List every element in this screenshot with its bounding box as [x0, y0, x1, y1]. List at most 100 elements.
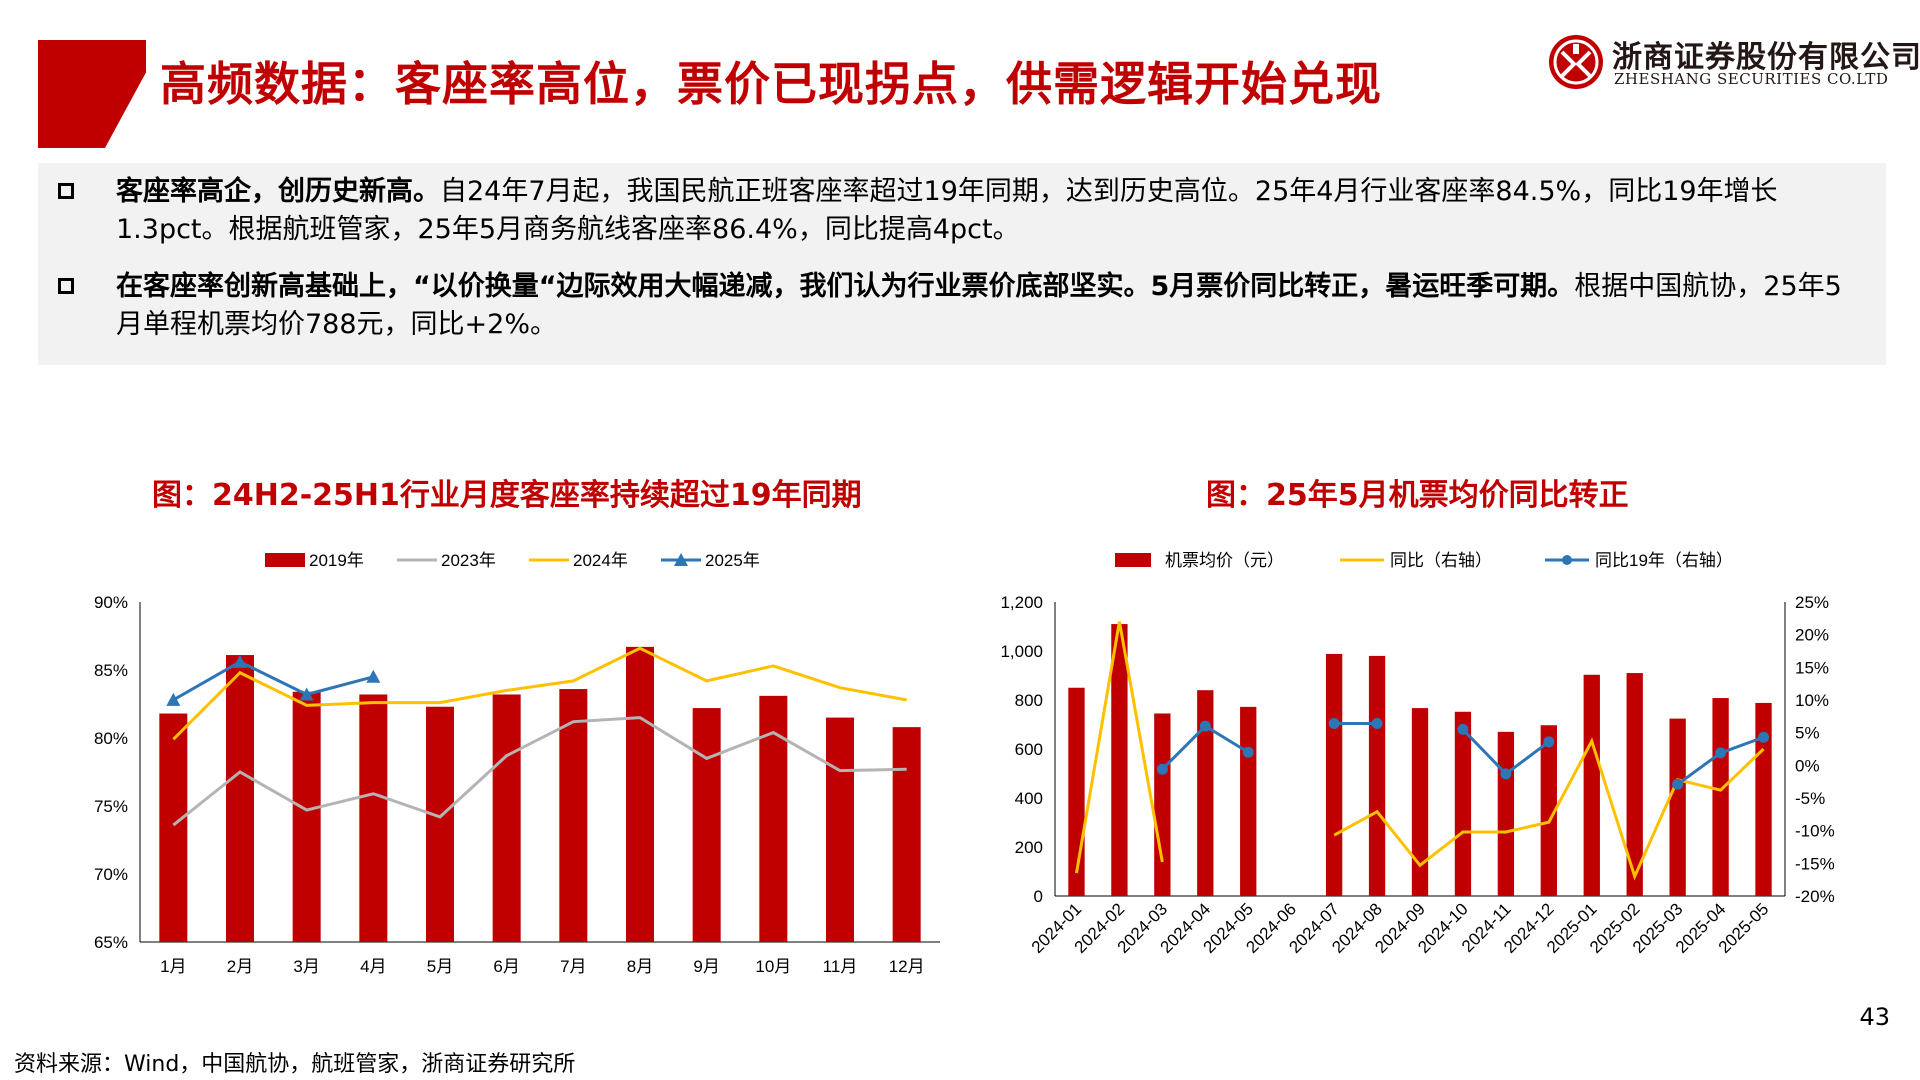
bar-2019年: [892, 727, 921, 942]
marker-2025: [233, 654, 247, 668]
y-tick-label: 90%: [94, 593, 128, 612]
marker-vs19: [1199, 720, 1211, 732]
marker-vs19: [1500, 768, 1512, 780]
x-tick-label: 1月: [160, 957, 186, 976]
legend-label: 2024年: [573, 551, 628, 570]
bar-price: [1540, 725, 1557, 896]
bar-2019年: [826, 717, 854, 942]
x-tick-label: 2月: [227, 957, 253, 976]
bullet-1-text: 自24年7月起，我国民航正班客座率超过19年同期，达到历史高位。25年4月行业客…: [116, 176, 1778, 245]
marker-vs19: [1156, 763, 1168, 775]
y-tick-label: 65%: [94, 933, 128, 952]
y2-tick-label: 20%: [1795, 626, 1829, 645]
y-tick-label: 1,000: [1000, 642, 1043, 661]
ticket-price-chart: 0 200 400 600 800 1,000 1,200 -20% -15% -10% -5% 0%…: [1000, 551, 1835, 957]
bar-price: [1583, 674, 1600, 896]
load-factor-chart: 65% 70% 75% 80% 85% 90% 1月 2月 3月 4月 5月 6月 7月 8月 9月 10月 1…: [94, 551, 940, 976]
y-tick-label: 400: [1015, 789, 1043, 808]
legend-label: 2025年: [705, 551, 760, 570]
bar-price: [1454, 711, 1472, 896]
bar-2019年: [426, 706, 454, 942]
bar-2019年: [292, 691, 321, 942]
legend-swatch-price: [1115, 553, 1151, 567]
bar-price: [1197, 690, 1214, 896]
legend-marker-vs19: [1562, 555, 1572, 565]
bar-price: [1154, 713, 1171, 896]
zheshang-logo-icon: [1549, 35, 1603, 89]
marker-vs19: [1457, 723, 1469, 735]
page-number: 43: [1859, 1003, 1890, 1031]
marker-vs19: [1758, 731, 1770, 743]
y-tick-label: 600: [1015, 740, 1043, 759]
chart-1-title: 图：24H2-25H1行业月度客座率持续超过19年同期: [152, 478, 862, 513]
line-2025年: [172, 660, 374, 702]
x-tick-label: 4月: [360, 957, 386, 976]
bar-2019年: [692, 708, 721, 942]
y2-tick-label: 5%: [1795, 724, 1820, 743]
bar-2019年: [559, 689, 588, 942]
marker-2025: [366, 669, 381, 683]
legend-label: 2023年: [441, 551, 496, 570]
marker-vs19: [1672, 778, 1684, 790]
y2-tick-label: -15%: [1795, 854, 1835, 873]
line-同比（右轴）: [1333, 737, 1765, 881]
x-tick-label: 6月: [493, 957, 519, 976]
y-tick-label: 0: [1034, 887, 1043, 906]
logo-chinese-name: 浙商证券股份有限公司: [1612, 40, 1920, 75]
y2-tick-label: -10%: [1795, 822, 1835, 841]
legend-marker-2025: [674, 553, 688, 566]
checkbox-bullet-icon: [58, 278, 74, 294]
summary-bullet-2: 在客座率创新高基础上，“以价换量“边际效用大幅递减，我们认为行业票价底部坚实。5…: [58, 268, 1868, 344]
y2-tick-label: 0%: [1795, 756, 1820, 775]
bar-price: [1497, 731, 1515, 896]
y2-tick-label: 15%: [1795, 658, 1829, 677]
bar-2019年: [626, 646, 654, 942]
bullet-2-bold: 在客座率创新高基础上，“以价换量“边际效用大幅递减，我们认为行业票价底部坚实。5…: [116, 271, 1575, 302]
legend-swatch-2019年: [265, 553, 305, 567]
y2-tick-label: 25%: [1795, 593, 1829, 612]
marker-vs19: [1328, 718, 1340, 730]
line-同比（右轴）: [1074, 621, 1164, 874]
legend-label: 同比（右轴）: [1390, 551, 1492, 570]
bar-2019年: [492, 694, 521, 942]
bar-price: [1240, 706, 1257, 896]
legend-label: 2019年: [309, 551, 364, 570]
x-tick-label: 3月: [293, 957, 319, 976]
y-tick-label: 800: [1015, 691, 1043, 710]
bar-price: [1325, 653, 1343, 896]
bar-price: [1368, 655, 1386, 896]
x-tick-label: 11月: [823, 957, 858, 976]
bar-price: [1111, 624, 1128, 896]
y-tick-label: 1,200: [1000, 593, 1043, 612]
y-tick-label: 75%: [94, 797, 128, 816]
company-logo: 浙商证券股份有限公司 ZHESHANG SECURITIES CO.LTD: [1548, 30, 1920, 90]
y-tick-label: 70%: [94, 865, 128, 884]
bullet-1-bold: 客座率高企，创历史新高。: [116, 176, 440, 207]
y-tick-label: 200: [1015, 838, 1043, 857]
marker-vs19: [1715, 747, 1727, 759]
legend-label: 同比19年（右轴）: [1595, 551, 1733, 570]
marker-2025: [166, 692, 181, 706]
bar-price: [1712, 698, 1729, 896]
y-tick-label: 80%: [94, 729, 128, 748]
y2-tick-label: 10%: [1795, 691, 1829, 710]
bar-2019年: [159, 713, 188, 942]
marker-vs19: [1242, 746, 1254, 758]
bar-2019年: [226, 655, 254, 942]
logo-english-name: ZHESHANG SECURITIES CO.LTD: [1614, 70, 1889, 88]
x-tick-label: 12月: [889, 957, 925, 976]
chart-2-title: 图：25年5月机票均价同比转正: [1206, 478, 1629, 513]
page-title: 高频数据：客座率高位，票价已现拐点，供需逻辑开始兑现: [160, 57, 1382, 111]
summary-box: 客座率高企，创历史新高。自24年7月起，我国民航正班客座率超过19年同期，达到历…: [38, 163, 1886, 365]
x-tick-label: 10月: [755, 957, 791, 976]
y2-tick-label: -20%: [1795, 887, 1835, 906]
bar-price: [1411, 708, 1429, 896]
line-2024年: [172, 646, 907, 741]
x-tick-label: 5月: [427, 957, 453, 976]
legend-label: 机票均价（元）: [1165, 551, 1284, 570]
x-tick-label: 9月: [693, 957, 719, 976]
y-tick-label: 85%: [94, 661, 128, 680]
marker-vs19: [1543, 736, 1555, 748]
x-tick-label: 7月: [560, 957, 586, 976]
marker-2025: [299, 687, 314, 701]
